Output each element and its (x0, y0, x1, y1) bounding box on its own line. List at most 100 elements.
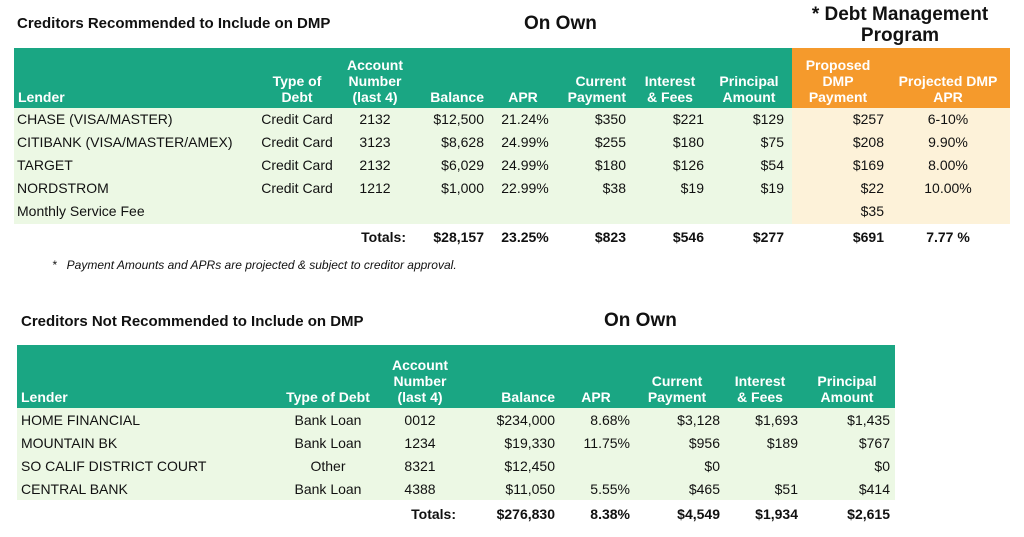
t1-header-lender: Lender (18, 89, 65, 105)
t1-header-principal-line1: Principal (719, 73, 779, 89)
t2-header-account-line3: (last 4) (397, 389, 443, 405)
t2-interest: $51 (774, 481, 798, 497)
t2-account: 1234 (404, 435, 436, 451)
t2-interest: $1,693 (755, 412, 798, 428)
table1-title: Creditors Recommended to Include on DMP (17, 15, 331, 32)
t1-projected: 8.00% (928, 157, 968, 173)
table1-dmp-body (792, 108, 1010, 224)
t2-header-account-line1: Account (392, 357, 448, 373)
t2-current-payment: $3,128 (677, 412, 720, 428)
t1-header-type-line1: Type of (272, 73, 322, 89)
t2-header-account: Account Number (last 4) (386, 357, 454, 405)
t2-type: Bank Loan (294, 481, 362, 497)
t1-current-payment: $180 (594, 157, 626, 173)
t2-balance: $12,450 (504, 458, 555, 474)
t1-lender: TARGET (17, 157, 73, 173)
t1-account: 1212 (359, 180, 391, 196)
t1-type: Credit Card (261, 111, 333, 127)
t1-balance: $6,029 (441, 157, 484, 173)
t1-header-current-payment-line2: Payment (567, 89, 626, 105)
table1-header-bar (14, 48, 792, 108)
t1-balance: $12,500 (433, 111, 484, 127)
t2-header-interest-line2: & Fees (737, 389, 783, 405)
t1-apr: 24.99% (501, 157, 549, 173)
t2-balance: $19,330 (504, 435, 555, 451)
t1-principal: $129 (752, 111, 784, 127)
t1-principal: $75 (760, 134, 784, 150)
t1-lender: CITIBANK (VISA/MASTER/AMEX) (17, 134, 233, 150)
t2-principal: $1,435 (847, 412, 890, 428)
t1-header-proposed-line1: Proposed (805, 57, 871, 73)
table2-body (17, 408, 895, 500)
t1-totals-label: Totals: (361, 229, 406, 245)
t1-apr: 24.99% (501, 134, 549, 150)
t1-balance: $8,628 (441, 134, 484, 150)
t1-lender: Monthly Service Fee (17, 203, 145, 219)
t1-interest: $180 (672, 134, 704, 150)
t1-apr: 21.24% (501, 111, 549, 127)
t1-header-account: Account Number (last 4) (340, 57, 410, 105)
t1-lender: NORDSTROM (17, 180, 109, 196)
t1-total-principal: $277 (752, 229, 784, 245)
t2-total-principal: $2,615 (847, 506, 890, 522)
t2-current-payment: $956 (688, 435, 720, 451)
t1-header-proposed-dmp-payment: Proposed DMP Payment (796, 57, 880, 105)
t1-principal: $19 (760, 180, 784, 196)
t1-proposed: $35 (860, 203, 884, 219)
t1-proposed: $208 (852, 134, 884, 150)
t1-interest: $19 (680, 180, 704, 196)
t2-type: Other (310, 458, 346, 474)
t1-total-proposed: $691 (852, 229, 884, 245)
t1-projected: 6-10% (927, 111, 969, 127)
t2-interest: $189 (766, 435, 798, 451)
t1-header-projected-line1: Projected DMP (898, 73, 998, 89)
t2-header-balance: Balance (501, 389, 555, 405)
t2-lender: SO CALIF DISTRICT COURT (21, 458, 207, 474)
t1-header-interest-line1: Interest (644, 73, 696, 89)
t1-type: Credit Card (261, 157, 333, 173)
table1-dmp-header-bar (792, 48, 1010, 108)
t1-header-type: Type of Debt (262, 73, 332, 105)
t2-header-current-payment-line2: Payment (647, 389, 707, 405)
t1-header-projected-line2: APR (933, 89, 963, 105)
t1-header-account-line1: Account (347, 57, 403, 73)
t2-type: Bank Loan (294, 412, 362, 428)
t2-lender: HOME FINANCIAL (21, 412, 141, 428)
t2-total-interest: $1,934 (755, 506, 798, 522)
t1-header-interest: Interest & Fees (638, 73, 702, 105)
table2-header-bar (17, 345, 895, 408)
t2-current-payment: $465 (688, 481, 720, 497)
t1-projected: 10.00% (924, 180, 972, 196)
t1-proposed: $22 (860, 180, 884, 196)
t1-principal: $54 (760, 157, 784, 173)
t2-header-account-line2: Number (393, 373, 447, 389)
t2-header-apr: APR (581, 389, 611, 405)
footnote: * Payment Amounts and APRs are projected… (52, 258, 457, 272)
t2-apr: 11.75% (583, 435, 630, 451)
t1-proposed: $169 (852, 157, 884, 173)
table1-on-own-heading: On Own (524, 13, 597, 34)
t1-header-account-line2: Number (348, 73, 402, 89)
t2-apr: 8.68% (590, 412, 630, 428)
t1-total-balance: $28,157 (433, 229, 484, 245)
t1-header-current-payment: Current Payment (556, 73, 626, 105)
t2-total-balance: $276,830 (496, 506, 555, 522)
t1-projected: 9.90% (928, 134, 968, 150)
t1-type: Credit Card (261, 134, 333, 150)
t1-header-projected-dmp-apr: Projected DMP APR (890, 73, 1006, 105)
t1-header-apr: APR (508, 89, 538, 105)
t2-type: Bank Loan (294, 435, 362, 451)
t2-balance: $11,050 (505, 481, 555, 497)
t2-balance: $234,000 (496, 412, 555, 428)
t1-interest: $126 (672, 157, 704, 173)
t1-header-interest-line2: & Fees (647, 89, 693, 105)
t1-header-proposed-line3: Payment (808, 89, 868, 105)
t1-total-apr: 23.25% (501, 229, 549, 245)
t2-account: 8321 (404, 458, 436, 474)
t1-interest: $221 (672, 111, 704, 127)
t2-header-principal: Principal Amount (810, 373, 884, 405)
t1-header-current-payment-line1: Current (575, 73, 626, 89)
t2-header-current-payment-line1: Current (651, 373, 703, 389)
t1-proposed: $257 (852, 111, 884, 127)
dmp-heading-line2: Program (860, 25, 940, 46)
